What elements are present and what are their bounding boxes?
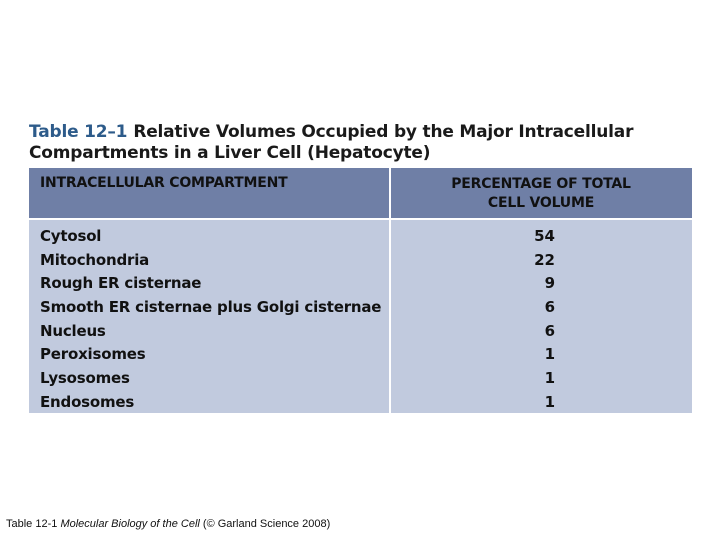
compartment-percentage: 1 bbox=[544, 345, 555, 364]
compartment-percentage: 1 bbox=[544, 392, 555, 411]
header-divider bbox=[29, 218, 692, 220]
table-row: Nucleus 6 bbox=[29, 320, 692, 344]
column-divider bbox=[389, 168, 391, 413]
compartment-name: Smooth ER cisternae plus Golgi cisternae bbox=[40, 298, 382, 317]
header-percentage: PERCENTAGE OF TOTAL CELL VOLUME bbox=[391, 175, 691, 213]
compartment-name: Mitochondria bbox=[40, 250, 150, 269]
table-title-line-1: Table 12–1 Relative Volumes Occupied by t… bbox=[29, 122, 699, 143]
table-row: Peroxisomes 1 bbox=[29, 343, 692, 367]
compartment-name: Lysosomes bbox=[40, 369, 130, 388]
compartment-name: Endosomes bbox=[40, 392, 135, 411]
figure-caption: Table 12-1 Molecular Biology of the Cell… bbox=[6, 518, 330, 530]
table-row: Cytosol 54 bbox=[29, 225, 692, 249]
compartment-percentage: 22 bbox=[534, 250, 555, 269]
table-row: Rough ER cisternae 9 bbox=[29, 272, 692, 296]
caption-prefix: Table 12-1 bbox=[6, 518, 61, 530]
compartment-name: Nucleus bbox=[40, 321, 106, 340]
table-row: Lysosomes 1 bbox=[29, 367, 692, 391]
table-number: Table 12–1 bbox=[29, 122, 128, 142]
table-body: Cytosol 54 Mitochondria 22 Rough ER cist… bbox=[29, 225, 692, 415]
table-title-line-2: Compartments in a Liver Cell (Hepatocyte… bbox=[29, 143, 431, 163]
compartment-percentage: 1 bbox=[544, 369, 555, 388]
header-compartment: INTRACELLULAR COMPARTMENT bbox=[40, 175, 288, 191]
header-percentage-line-2: CELL VOLUME bbox=[487, 195, 595, 211]
table-row: Smooth ER cisternae plus Golgi cisternae… bbox=[29, 296, 692, 320]
caption-book-title: Molecular Biology of the Cell bbox=[60, 518, 200, 530]
compartment-percentage: 6 bbox=[544, 298, 555, 317]
table-title-text-1: Relative Volumes Occupied by the Major I… bbox=[133, 122, 634, 142]
compartment-percentage: 54 bbox=[534, 227, 555, 245]
compartment-percentage: 9 bbox=[544, 274, 555, 293]
compartment-percentage: 6 bbox=[544, 321, 555, 340]
table-title: Table 12–1 Relative Volumes Occupied by t… bbox=[29, 122, 699, 164]
table-header: INTRACELLULAR COMPARTMENT PERCENTAGE OF … bbox=[29, 168, 692, 218]
compartment-name: Peroxisomes bbox=[40, 345, 146, 364]
table-row: Mitochondria 22 bbox=[29, 249, 692, 273]
table-row: Endosomes 1 bbox=[29, 391, 692, 415]
caption-suffix: (© Garland Science 2008) bbox=[199, 518, 331, 530]
compartment-name: Cytosol bbox=[40, 227, 102, 245]
data-table: INTRACELLULAR COMPARTMENT PERCENTAGE OF … bbox=[29, 168, 692, 413]
compartment-name: Rough ER cisternae bbox=[40, 274, 202, 293]
header-percentage-line-1: PERCENTAGE OF TOTAL bbox=[451, 176, 631, 192]
